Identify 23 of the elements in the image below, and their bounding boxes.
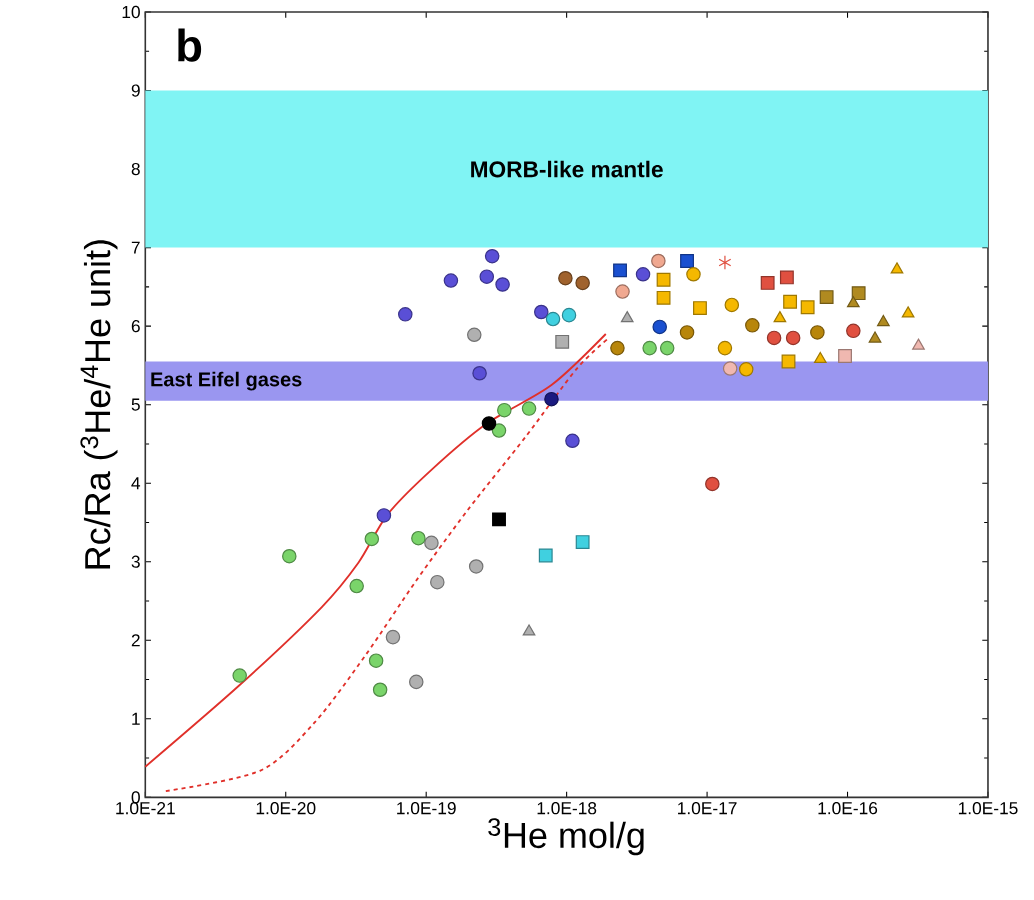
band-label: MORB-like mantle (471, 160, 663, 178)
x-tick-label: 1.0E-17 (678, 802, 737, 815)
y-tick-label: 4 (131, 477, 141, 490)
x-tick-label: 1.0E-16 (818, 802, 878, 815)
y-tick-label: 0 (131, 791, 140, 804)
x-tick-label: 1.0E-21 (116, 802, 175, 815)
y-tick-label: 5 (131, 398, 140, 411)
x-axis-title: $^{3}$He mol/g (488, 818, 644, 856)
x-tick-label: 1.0E-19 (397, 802, 456, 815)
x-tick-label: 1.0E-20 (256, 802, 316, 815)
x-tick-label: 1.0E-18 (537, 802, 597, 815)
y-tick-label: 3 (131, 555, 140, 568)
y-tick-label: 9 (131, 84, 140, 97)
x-tick-label: 1.0E-15 (958, 802, 1018, 815)
y-tick-label: 2 (131, 634, 140, 647)
y-tick-label: 7 (131, 241, 140, 254)
y-tick-label: 10 (122, 5, 140, 19)
y-axis-title: Rc/Ra ($^{3}$He/$^{4}$He unit) (80, 240, 118, 569)
annotation: b (178, 28, 202, 62)
y-tick-label: 6 (131, 319, 140, 333)
y-tick-label: 8 (131, 162, 140, 176)
band-label: East Eifel gases (151, 371, 302, 391)
y-tick-label: 1 (132, 712, 140, 725)
